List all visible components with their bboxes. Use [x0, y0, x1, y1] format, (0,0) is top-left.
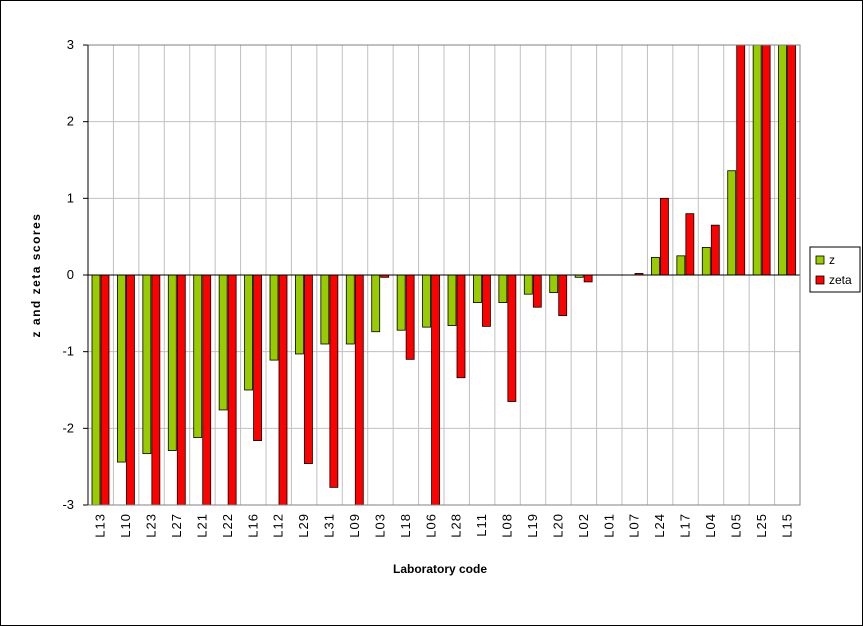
x-tick-label: L20: [550, 513, 565, 538]
bar: [320, 274, 330, 345]
y-tick-label: 2: [67, 114, 74, 129]
bar: [778, 44, 787, 276]
bar: [482, 274, 491, 327]
bar: [371, 274, 381, 333]
bar: [431, 274, 440, 506]
x-tick-label: L27: [169, 513, 184, 538]
x-tick-label: L04: [703, 513, 718, 538]
bar: [549, 274, 559, 294]
bar: [761, 44, 771, 276]
x-tick-label: L31: [322, 513, 337, 538]
x-tick-label: L29: [296, 513, 311, 538]
bar: [422, 274, 431, 328]
bar: [193, 274, 203, 438]
x-tick-label: L16: [245, 513, 260, 538]
x-tick-label: L22: [220, 513, 235, 538]
y-axis-title: z and zeta scores: [29, 213, 43, 338]
bar: [176, 274, 186, 506]
bar: [752, 44, 762, 276]
bar: [473, 274, 482, 304]
bar: [685, 213, 695, 276]
bar: [142, 274, 152, 455]
legend-label: z: [829, 253, 835, 267]
legend-swatch: [815, 275, 825, 285]
bar: [532, 274, 542, 308]
bar: [91, 274, 101, 506]
x-tick-label: L07: [627, 513, 642, 538]
x-tick-label: L08: [500, 513, 515, 538]
bar: [558, 274, 568, 317]
x-tick-label: L12: [271, 513, 286, 538]
bar: [676, 255, 686, 276]
bar: [167, 274, 177, 451]
x-tick-label: L13: [93, 513, 108, 538]
bar: [651, 256, 660, 276]
bar: [244, 274, 253, 391]
bar: [269, 274, 279, 361]
y-tick-label: 3: [67, 37, 74, 52]
bar: [583, 274, 593, 283]
x-tick-label: L09: [347, 513, 362, 538]
y-tick-label: -3: [62, 497, 74, 512]
x-tick-label: L21: [194, 513, 209, 538]
bar: [278, 274, 288, 506]
bar: [151, 274, 161, 506]
legend-swatch: [815, 255, 825, 265]
bar: [456, 274, 466, 379]
bar: [354, 274, 364, 506]
bar: [498, 274, 508, 304]
x-tick-label: L17: [678, 513, 693, 538]
y-tick-label: -1: [62, 344, 74, 359]
y-tick-label: 1: [67, 190, 74, 205]
x-tick-label: L02: [576, 513, 591, 538]
x-tick-label: L25: [754, 513, 769, 538]
bar: [787, 44, 796, 276]
bar: [660, 197, 669, 276]
bar: [295, 274, 304, 355]
x-tick-label: L15: [779, 513, 794, 538]
x-tick-label: L18: [398, 513, 413, 538]
bar: [710, 224, 720, 276]
bar: [227, 274, 237, 506]
legend-label: zeta: [829, 273, 852, 287]
bar: [329, 274, 339, 488]
bar: [218, 274, 228, 411]
x-tick-label: L24: [652, 513, 667, 538]
x-tick-label: L10: [118, 513, 133, 538]
legend-box: [809, 246, 861, 293]
bar: [405, 274, 415, 360]
bar: [447, 274, 457, 326]
x-tick-label: L11: [474, 513, 489, 537]
bar: [253, 274, 262, 442]
bar: [727, 170, 737, 276]
bar: [396, 274, 406, 331]
x-tick-label: L03: [372, 513, 387, 538]
x-tick-label: L23: [144, 513, 159, 538]
bar: [507, 274, 517, 402]
bar: [100, 274, 110, 506]
x-tick-label: L01: [601, 513, 616, 538]
x-tick-label: L19: [525, 513, 540, 538]
bar: [202, 274, 212, 506]
bar: [126, 274, 135, 506]
x-tick-label: L28: [449, 513, 464, 538]
bar: [304, 274, 313, 465]
bar: [523, 274, 533, 295]
bar: [117, 274, 126, 463]
x-tick-label: L05: [728, 513, 743, 538]
bar: [701, 246, 711, 276]
x-axis-title: Laboratory code: [393, 562, 487, 576]
x-tick-label: L06: [423, 513, 438, 538]
y-tick-label: -2: [62, 420, 74, 435]
bar: [345, 274, 355, 345]
bar: [736, 44, 746, 276]
y-tick-label: 0: [67, 267, 74, 282]
